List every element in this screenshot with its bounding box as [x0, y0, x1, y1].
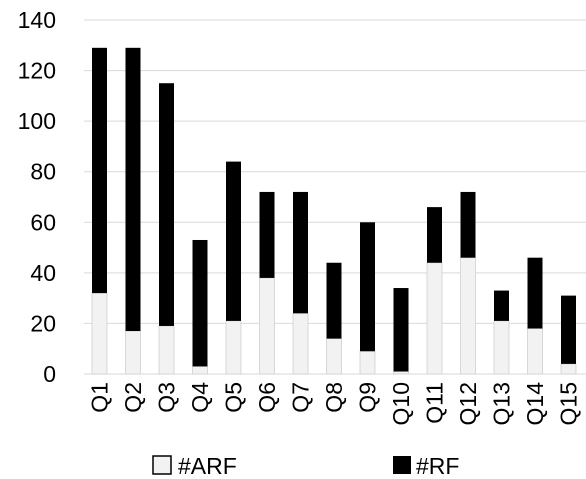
y-tick-label: 0	[43, 361, 56, 387]
bar-rf-q2	[125, 47, 141, 332]
bar-arf-q2	[125, 330, 141, 375]
x-tick-label: Q10	[388, 382, 414, 425]
bar-arf-q4	[192, 366, 208, 375]
x-tick-label: Q8	[321, 382, 347, 413]
bar-arf-q12	[460, 257, 476, 375]
x-tick-label: Q7	[288, 382, 314, 413]
bar-arf-q15	[560, 363, 577, 375]
bar-rf-q5	[226, 161, 241, 321]
x-axis: Q1 Q2 Q3 Q4 Q5 Q6 Q7 Q8 Q9 Q10 Q11 Q12 Q13 Q14 Q15	[87, 382, 582, 426]
bar-arf-q5	[225, 320, 242, 375]
bar-rf-q4	[192, 239, 208, 367]
x-tick-label: Q4	[187, 382, 213, 413]
x-tick-label: Q9	[355, 382, 381, 413]
y-tick-label: 100	[18, 108, 56, 134]
legend: #ARF #RF	[152, 453, 459, 479]
bar-rf-q12	[460, 191, 476, 258]
bar-arf-q3	[158, 325, 175, 375]
y-tick-label: 20	[30, 310, 56, 336]
bar-arf-q13	[493, 320, 510, 375]
y-tick-label: 140	[18, 7, 56, 33]
bar-rf-q1	[92, 47, 107, 294]
x-tick-label: Q1	[87, 382, 113, 413]
y-tick-label: 80	[30, 159, 56, 185]
x-tick-label: Q6	[254, 382, 280, 413]
bar-arf-q9	[359, 350, 376, 375]
x-tick-label: Q2	[120, 382, 146, 413]
y-axis: 0 20 40 60 80 100 120 140	[18, 7, 586, 387]
bar-arf-q6	[259, 277, 275, 375]
x-tick-label: Q14	[522, 382, 548, 426]
y-tick-label: 40	[30, 260, 56, 286]
legend-swatch-rf	[393, 456, 411, 474]
bar-rf-q9	[360, 222, 375, 352]
legend-label-rf: #RF	[416, 453, 459, 479]
x-tick-label: Q15	[556, 382, 582, 425]
bar-rf-q8	[326, 262, 342, 339]
x-tick-label: Q13	[489, 382, 515, 425]
x-tick-label: Q5	[221, 382, 247, 413]
bar-arf-q7	[292, 312, 309, 375]
x-tick-label: Q11	[422, 382, 448, 424]
bar-rf-q11	[427, 207, 442, 263]
bar-rf-q3	[159, 83, 174, 326]
y-tick-label: 120	[18, 58, 56, 84]
bar-rf-q13	[494, 290, 509, 321]
bar-rf-q6	[259, 191, 275, 278]
legend-swatch-arf	[152, 455, 172, 475]
bar-arf-q8	[326, 338, 342, 375]
bar-arf-q10	[393, 371, 409, 375]
bar-rf-q15	[561, 295, 576, 364]
legend-label-arf: #ARF	[178, 453, 237, 479]
x-tick-label: Q12	[455, 382, 481, 425]
bar-arf-q1	[91, 292, 108, 375]
y-tick-label: 60	[30, 209, 56, 235]
bars	[91, 47, 577, 375]
bar-arf-q11	[426, 262, 443, 375]
bar-rf-q7	[293, 191, 308, 314]
bar-arf-q14	[527, 328, 543, 375]
bar-rf-q14	[527, 257, 543, 329]
bar-rf-q10	[393, 288, 409, 372]
x-tick-label: Q3	[154, 382, 180, 413]
